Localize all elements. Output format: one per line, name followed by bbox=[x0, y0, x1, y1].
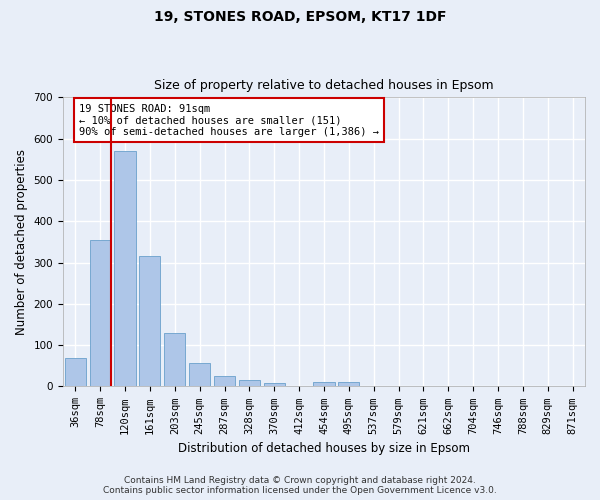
Text: Contains HM Land Registry data © Crown copyright and database right 2024.
Contai: Contains HM Land Registry data © Crown c… bbox=[103, 476, 497, 495]
Bar bbox=[164, 333, 185, 386]
Bar bbox=[338, 382, 359, 386]
Title: Size of property relative to detached houses in Epsom: Size of property relative to detached ho… bbox=[154, 79, 494, 92]
Bar bbox=[189, 363, 210, 386]
Bar bbox=[313, 382, 335, 386]
Bar bbox=[139, 256, 160, 386]
Bar bbox=[65, 358, 86, 386]
Bar bbox=[239, 380, 260, 386]
X-axis label: Distribution of detached houses by size in Epsom: Distribution of detached houses by size … bbox=[178, 442, 470, 455]
Bar bbox=[214, 376, 235, 386]
Bar bbox=[115, 151, 136, 386]
Y-axis label: Number of detached properties: Number of detached properties bbox=[15, 149, 28, 335]
Text: 19, STONES ROAD, EPSOM, KT17 1DF: 19, STONES ROAD, EPSOM, KT17 1DF bbox=[154, 10, 446, 24]
Bar bbox=[263, 383, 285, 386]
Text: 19 STONES ROAD: 91sqm
← 10% of detached houses are smaller (151)
90% of semi-det: 19 STONES ROAD: 91sqm ← 10% of detached … bbox=[79, 104, 379, 136]
Bar bbox=[89, 240, 111, 386]
